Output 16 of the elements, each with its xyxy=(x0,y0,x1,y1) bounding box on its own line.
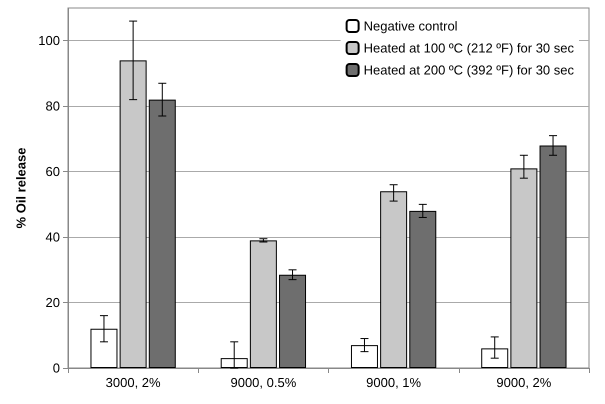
x-tick-label: 9000, 0.5% xyxy=(230,375,297,390)
y-tick-label: 40 xyxy=(46,230,60,245)
bar xyxy=(250,240,277,368)
bar xyxy=(279,274,306,368)
y-tick-label: 100 xyxy=(38,33,60,48)
legend-label: Heated at 100 ºC (212 ºF) for 30 sec xyxy=(364,40,574,56)
y-tick-label: 0 xyxy=(52,360,60,376)
x-tick-label: 9000, 2% xyxy=(496,375,552,390)
y-tick-label: 20 xyxy=(46,295,60,310)
y-tick-label: 60 xyxy=(46,164,60,180)
y-tick-label: 80 xyxy=(46,98,60,114)
y-axis-title: % Oil release xyxy=(13,148,28,228)
x-tick-label: 9000, 1% xyxy=(366,375,422,390)
legend-label: Heated at 200 ºC (392 ºF) for 30 sec xyxy=(364,62,574,78)
legend-label: Negative control xyxy=(364,18,458,34)
x-tick-label: 3000, 2% xyxy=(106,375,162,390)
